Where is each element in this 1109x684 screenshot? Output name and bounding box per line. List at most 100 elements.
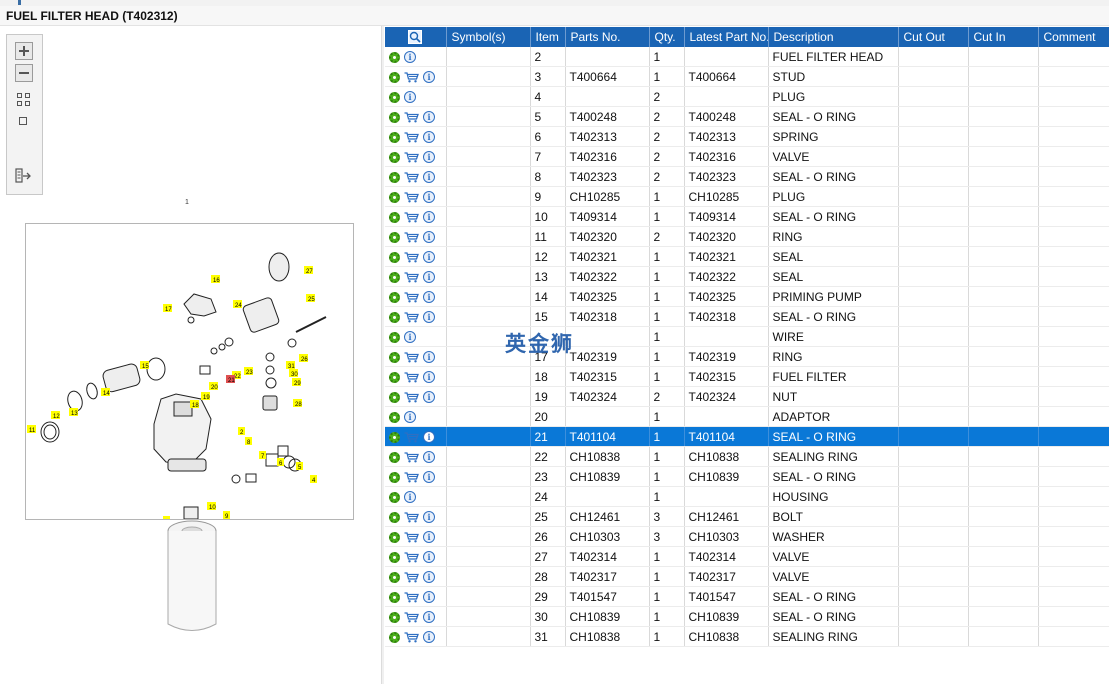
info-icon[interactable]: i — [423, 71, 435, 84]
info-icon[interactable]: i — [423, 451, 435, 464]
gear-icon[interactable] — [389, 371, 400, 383]
table-row[interactable]: i 20 1 ADAPTOR — [385, 406, 1109, 427]
cart-icon[interactable] — [404, 552, 419, 563]
info-icon[interactable]: i — [423, 131, 435, 144]
cart-icon[interactable] — [404, 612, 419, 623]
gear-icon[interactable] — [389, 291, 400, 303]
info-icon[interactable]: i — [423, 191, 435, 204]
info-icon[interactable]: i — [423, 611, 435, 624]
gear-icon[interactable] — [389, 311, 400, 323]
info-icon[interactable]: i — [423, 531, 435, 544]
info-icon[interactable]: i — [423, 271, 435, 284]
table-row[interactable]: i 31 CH10838 1 CH10838 SEALING RING — [385, 626, 1109, 647]
info-icon[interactable]: i — [404, 491, 416, 504]
fit-button[interactable] — [15, 91, 33, 109]
gear-icon[interactable] — [389, 611, 400, 623]
info-icon[interactable]: i — [423, 511, 435, 524]
zoom-in-button[interactable] — [15, 42, 33, 60]
table-row[interactable]: i 12 T402321 1 T402321 SEAL — [385, 246, 1109, 267]
gear-icon[interactable] — [389, 631, 400, 643]
info-icon[interactable]: i — [423, 631, 435, 644]
gear-icon[interactable] — [389, 231, 400, 243]
column-header-latest-part-no[interactable]: Latest Part No. — [684, 27, 769, 47]
cart-icon[interactable] — [404, 272, 419, 283]
gear-icon[interactable] — [389, 191, 400, 203]
info-icon[interactable]: i — [423, 591, 435, 604]
column-header-parts-no[interactable]: Parts No. — [565, 27, 650, 47]
cart-icon[interactable] — [404, 132, 419, 143]
table-row[interactable]: i 17 T402319 1 T402319 RING — [385, 346, 1109, 367]
gear-icon[interactable] — [389, 431, 400, 443]
table-row[interactable]: i 15 T402318 1 T402318 SEAL - O RING — [385, 306, 1109, 327]
info-icon[interactable]: i — [423, 471, 435, 484]
table-row[interactable]: i 23 CH10839 1 CH10839 SEAL - O RING — [385, 466, 1109, 487]
column-header-qty[interactable]: Qty. — [649, 27, 685, 47]
table-row[interactable]: i 13 T402322 1 T402322 SEAL — [385, 266, 1109, 287]
cart-icon[interactable] — [404, 192, 419, 203]
cart-icon[interactable] — [404, 352, 419, 363]
cart-icon[interactable] — [404, 452, 419, 463]
cart-icon[interactable] — [404, 232, 419, 243]
info-icon[interactable]: i — [423, 311, 435, 324]
cart-icon[interactable] — [404, 212, 419, 223]
cart-icon[interactable] — [404, 112, 419, 123]
info-icon[interactable]: i — [423, 371, 435, 384]
table-row[interactable]: i 3 T400664 1 T400664 STUD — [385, 66, 1109, 87]
table-row[interactable]: i 9 CH10285 1 CH10285 PLUG — [385, 186, 1109, 207]
info-icon[interactable]: i — [423, 171, 435, 184]
table-row[interactable]: i 24 1 HOUSING — [385, 486, 1109, 507]
table-row[interactable]: i 22 CH10838 1 CH10838 SEALING RING — [385, 446, 1109, 467]
table-row[interactable]: i 11 T402320 2 T402320 RING — [385, 226, 1109, 247]
gear-icon[interactable] — [389, 71, 400, 83]
cart-icon[interactable] — [404, 292, 419, 303]
info-icon[interactable]: i — [423, 111, 435, 124]
cart-icon[interactable] — [404, 312, 419, 323]
cart-icon[interactable] — [404, 592, 419, 603]
cart-icon[interactable] — [404, 392, 419, 403]
info-icon[interactable]: i — [423, 351, 435, 364]
info-icon[interactable]: i — [423, 211, 435, 224]
column-header-comment[interactable]: Comment — [1038, 27, 1109, 47]
cart-icon[interactable] — [404, 432, 419, 443]
cart-icon[interactable] — [404, 532, 419, 543]
gear-icon[interactable] — [389, 171, 400, 183]
gear-icon[interactable] — [389, 491, 400, 503]
gear-icon[interactable] — [389, 51, 400, 63]
table-row[interactable]: i 4 2 PLUG — [385, 86, 1109, 107]
gear-icon[interactable] — [389, 411, 400, 423]
cart-icon[interactable] — [404, 632, 419, 643]
gear-icon[interactable] — [389, 591, 400, 603]
table-row[interactable]: i 29 T401547 1 T401547 SEAL - O RING — [385, 586, 1109, 607]
info-icon[interactable]: i — [404, 51, 416, 64]
table-row[interactable]: i 6 T402313 2 T402313 SPRING — [385, 126, 1109, 147]
column-header-symbols[interactable]: Symbol(s) — [446, 27, 531, 47]
gear-icon[interactable] — [389, 451, 400, 463]
actual-size-button[interactable] — [15, 113, 33, 131]
zoom-out-button[interactable] — [15, 64, 33, 82]
info-icon[interactable]: i — [404, 331, 416, 344]
info-icon[interactable]: i — [404, 411, 416, 424]
table-row[interactable]: i 7 T402316 2 T402316 VALVE — [385, 146, 1109, 167]
info-icon[interactable]: i — [423, 431, 435, 444]
gear-icon[interactable] — [389, 251, 400, 263]
gear-icon[interactable] — [389, 391, 400, 403]
info-icon[interactable]: i — [423, 551, 435, 564]
gear-icon[interactable] — [389, 151, 400, 163]
table-row[interactable]: i 28 T402317 1 T402317 VALVE — [385, 566, 1109, 587]
cart-icon[interactable] — [404, 372, 419, 383]
gear-icon[interactable] — [389, 331, 400, 343]
gear-icon[interactable] — [389, 551, 400, 563]
cart-icon[interactable] — [404, 252, 419, 263]
export-button[interactable] — [15, 167, 33, 185]
info-icon[interactable]: i — [423, 151, 435, 164]
cart-icon[interactable] — [404, 172, 419, 183]
info-icon[interactable]: i — [423, 571, 435, 584]
table-row[interactable]: i 1 WIRE — [385, 326, 1109, 347]
info-icon[interactable]: i — [423, 231, 435, 244]
pane-splitter[interactable] — [381, 26, 384, 684]
table-row[interactable]: i 26 CH10303 3 CH10303 WASHER — [385, 526, 1109, 547]
table-row[interactable]: i 8 T402323 2 T402323 SEAL - O RING — [385, 166, 1109, 187]
info-icon[interactable]: i — [423, 291, 435, 304]
gear-icon[interactable] — [389, 111, 400, 123]
gear-icon[interactable] — [389, 571, 400, 583]
